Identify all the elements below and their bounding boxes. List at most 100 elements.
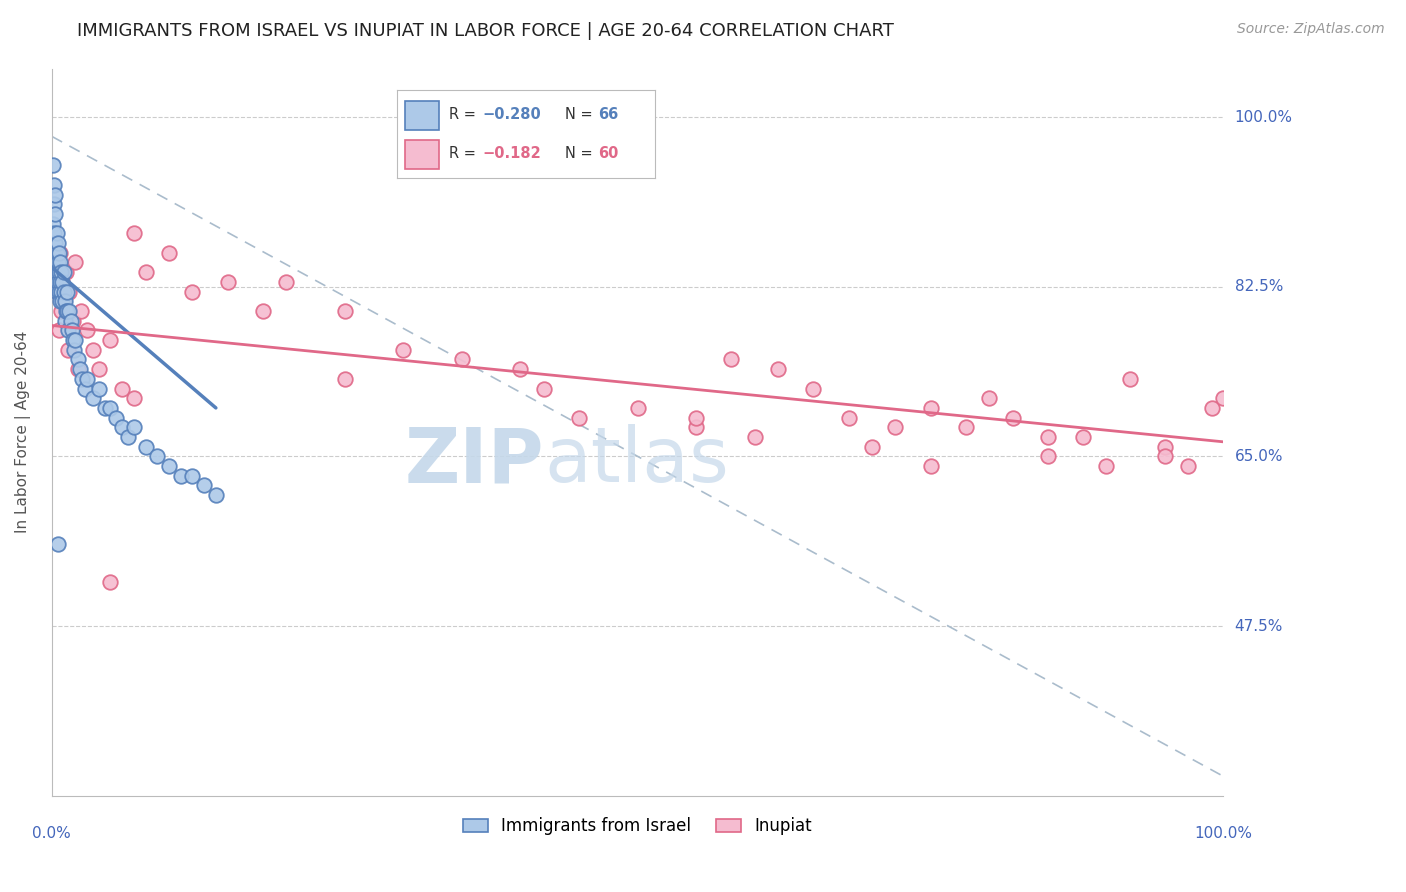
Point <box>122 227 145 241</box>
Point <box>100 575 122 590</box>
Point <box>276 275 298 289</box>
Point <box>533 382 555 396</box>
Point <box>55 304 77 318</box>
Point <box>93 401 115 415</box>
Text: 100.0%: 100.0% <box>1234 110 1292 125</box>
Point <box>46 275 69 289</box>
Point <box>82 343 104 357</box>
Point <box>44 265 66 279</box>
Point <box>45 227 67 241</box>
Point <box>45 245 67 260</box>
Point <box>768 362 790 376</box>
Text: 0.0%: 0.0% <box>32 826 72 841</box>
Point <box>44 187 66 202</box>
Point <box>217 275 239 289</box>
Point <box>685 410 707 425</box>
Point <box>100 401 122 415</box>
Point <box>51 275 73 289</box>
Point <box>44 197 66 211</box>
Point <box>920 459 942 474</box>
Point <box>48 265 70 279</box>
Point <box>117 430 139 444</box>
Point <box>44 235 66 250</box>
Point <box>62 313 84 327</box>
Point <box>744 430 766 444</box>
Point <box>146 450 169 464</box>
Point <box>58 323 80 337</box>
Point <box>44 255 66 269</box>
Point <box>181 285 204 299</box>
Point <box>205 488 228 502</box>
Point <box>135 265 157 279</box>
Point <box>70 304 93 318</box>
Point <box>51 294 73 309</box>
Point <box>65 333 87 347</box>
Point <box>46 536 69 550</box>
Point <box>803 382 825 396</box>
Point <box>42 275 65 289</box>
Point <box>157 459 180 474</box>
Point <box>44 227 66 241</box>
Text: 82.5%: 82.5% <box>1234 279 1282 294</box>
Point <box>105 410 128 425</box>
Point <box>122 391 145 405</box>
Point <box>51 285 73 299</box>
Legend: Immigrants from Israel, Inupiat: Immigrants from Israel, Inupiat <box>457 811 818 842</box>
Y-axis label: In Labor Force | Age 20-64: In Labor Force | Age 20-64 <box>15 331 31 533</box>
Point <box>720 352 742 367</box>
Point <box>392 343 415 357</box>
Point <box>45 285 67 299</box>
Point <box>627 401 650 415</box>
Point <box>49 294 72 309</box>
Text: 100.0%: 100.0% <box>1195 826 1253 841</box>
Point <box>76 323 98 337</box>
Point <box>42 245 65 260</box>
Point <box>135 440 157 454</box>
Point <box>53 313 76 327</box>
Point <box>333 372 356 386</box>
Point <box>1036 430 1059 444</box>
Point <box>451 352 474 367</box>
Point <box>56 285 79 299</box>
Point <box>76 372 98 386</box>
Text: Source: ZipAtlas.com: Source: ZipAtlas.com <box>1237 22 1385 37</box>
Point <box>53 294 76 309</box>
Point <box>87 362 110 376</box>
Text: 47.5%: 47.5% <box>1234 618 1282 633</box>
Point <box>48 245 70 260</box>
Text: IMMIGRANTS FROM ISRAEL VS INUPIAT IN LABOR FORCE | AGE 20-64 CORRELATION CHART: IMMIGRANTS FROM ISRAEL VS INUPIAT IN LAB… <box>77 22 894 40</box>
Point <box>44 255 66 269</box>
Point <box>1177 459 1199 474</box>
Point <box>193 478 215 492</box>
Point <box>52 285 75 299</box>
Point <box>1201 401 1223 415</box>
Point <box>252 304 274 318</box>
Point <box>49 255 72 269</box>
Point <box>60 323 83 337</box>
Point <box>181 468 204 483</box>
Point <box>59 313 82 327</box>
Point <box>66 352 89 367</box>
Point <box>45 265 67 279</box>
Point <box>920 401 942 415</box>
Point <box>44 275 66 289</box>
Point <box>46 255 69 269</box>
Point <box>1001 410 1024 425</box>
Point <box>58 285 80 299</box>
Point <box>51 304 73 318</box>
Point <box>1119 372 1142 386</box>
Point <box>1071 430 1094 444</box>
Point <box>87 382 110 396</box>
Point <box>48 323 70 337</box>
Point <box>82 391 104 405</box>
Point <box>44 265 66 279</box>
Point <box>100 333 122 347</box>
Point <box>1095 459 1118 474</box>
Point <box>69 362 91 376</box>
Point <box>884 420 907 434</box>
Point <box>72 372 94 386</box>
Point <box>1036 450 1059 464</box>
Point <box>111 420 134 434</box>
Text: 65.0%: 65.0% <box>1234 449 1284 464</box>
Point <box>63 343 86 357</box>
